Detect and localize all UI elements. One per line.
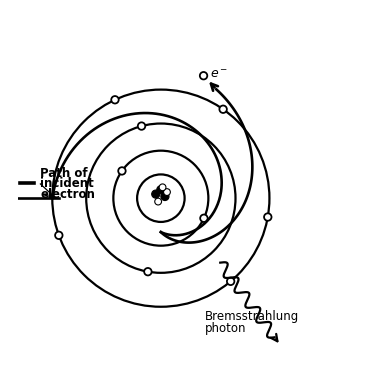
Circle shape [200, 72, 207, 79]
Text: incident: incident [40, 177, 94, 190]
Circle shape [152, 190, 160, 198]
Circle shape [220, 106, 227, 113]
Circle shape [111, 96, 119, 103]
Text: electron: electron [40, 188, 95, 201]
Text: photon: photon [205, 322, 246, 335]
Circle shape [55, 232, 62, 239]
Circle shape [200, 215, 208, 222]
Text: Path of: Path of [40, 167, 88, 180]
Circle shape [264, 213, 271, 221]
Circle shape [227, 277, 234, 285]
Circle shape [138, 122, 145, 130]
Circle shape [161, 193, 169, 200]
Circle shape [155, 198, 162, 205]
Circle shape [118, 167, 126, 175]
Circle shape [164, 189, 170, 196]
Circle shape [157, 186, 165, 194]
Text: Bremsstrahlung: Bremsstrahlung [205, 311, 299, 323]
Text: e$^-$: e$^-$ [210, 68, 227, 80]
Circle shape [144, 268, 152, 276]
Circle shape [159, 184, 166, 191]
